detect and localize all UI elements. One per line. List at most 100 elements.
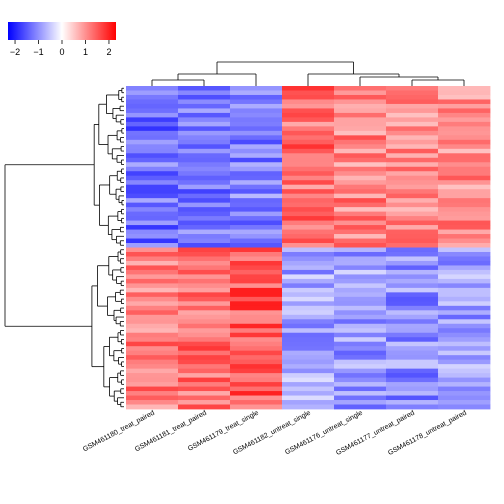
heatmap-cell — [334, 180, 387, 186]
heatmap-cell — [178, 386, 231, 392]
heatmap-cell — [438, 135, 491, 141]
heatmap-cell — [438, 144, 491, 150]
heatmap-cell — [126, 211, 179, 217]
heatmap-cell — [386, 166, 439, 172]
heatmap-cell — [126, 355, 179, 361]
legend-tick-label: 2 — [106, 47, 111, 57]
heatmap-cell — [126, 243, 179, 248]
heatmap-cell — [282, 305, 335, 311]
heatmap-cell — [334, 175, 387, 181]
heatmap-cell — [126, 256, 179, 262]
heatmap-cell — [438, 400, 491, 405]
heatmap-cell — [126, 350, 179, 356]
heatmap-cell — [230, 350, 283, 356]
heatmap-cell — [438, 234, 491, 239]
heatmap-cell — [282, 350, 335, 356]
heatmap-cell — [230, 220, 283, 226]
heatmap-cell — [386, 162, 439, 168]
heatmap-cell — [386, 377, 439, 383]
heatmap-cell — [178, 247, 231, 253]
heatmap-cell — [438, 94, 491, 100]
heatmap-cell — [438, 337, 491, 343]
heatmap-cell — [230, 391, 283, 396]
heatmap-cell — [178, 310, 231, 316]
column-labels: GSM461180_treat_pairedGSM461181_treat_pa… — [82, 410, 468, 457]
heatmap-cell — [386, 153, 439, 159]
heatmap-cell — [230, 198, 283, 204]
heatmap-cell — [230, 404, 283, 410]
heatmap-cell — [334, 153, 387, 159]
heatmap-cell — [230, 269, 283, 275]
heatmap-cell — [230, 243, 283, 248]
heatmap-cell — [230, 130, 283, 136]
heatmap-cell — [438, 229, 491, 235]
heatmap-cell — [230, 225, 283, 230]
heatmap-cell — [386, 130, 439, 136]
heatmap-cell — [386, 238, 439, 244]
heatmap-cell — [282, 404, 335, 410]
heatmap-cell — [126, 269, 179, 275]
heatmap-cell — [438, 382, 491, 387]
heatmap-cell — [334, 198, 387, 204]
heatmap-cell — [230, 368, 283, 374]
heatmap-cell — [282, 225, 335, 230]
heatmap-cell — [230, 94, 283, 100]
heatmap-cell — [126, 305, 179, 311]
heatmap-cell — [334, 373, 387, 378]
heatmap-cell — [178, 94, 231, 100]
heatmap-cell — [178, 157, 231, 163]
heatmap-cell — [334, 395, 387, 401]
heatmap-cell — [178, 278, 231, 284]
heatmap-cell — [386, 319, 439, 325]
heatmap-cell — [126, 391, 179, 396]
heatmap-cell — [438, 301, 491, 307]
heatmap-cell — [126, 234, 179, 239]
heatmap-cell — [126, 117, 179, 123]
heatmap-cell — [282, 377, 335, 383]
heatmap-cell — [126, 198, 179, 204]
heatmap-cell — [178, 198, 231, 204]
heatmap-cell — [282, 346, 335, 352]
heatmap-cell — [230, 90, 283, 96]
heatmap-cell — [282, 86, 335, 91]
heatmap-cell — [230, 166, 283, 172]
heatmap-cell — [230, 377, 283, 383]
heatmap-cell — [126, 121, 179, 127]
heatmap-cell — [282, 189, 335, 195]
heatmap-cell — [282, 314, 335, 320]
heatmap-cell — [334, 296, 387, 302]
heatmap-cell — [386, 310, 439, 316]
heatmap-cell — [386, 198, 439, 204]
heatmap-cell — [334, 337, 387, 343]
heatmap-cell — [126, 130, 179, 136]
heatmap-cell — [334, 234, 387, 239]
legend-tick-label: 0 — [59, 47, 64, 57]
heatmap-cell — [126, 247, 179, 253]
heatmap-cell — [334, 225, 387, 230]
heatmap-cell — [334, 211, 387, 217]
heatmap-cell — [230, 314, 283, 320]
heatmap-cell — [282, 130, 335, 136]
heatmap-cell — [230, 229, 283, 235]
heatmap-cell — [386, 148, 439, 154]
heatmap-cell — [178, 377, 231, 383]
heatmap-cell — [282, 157, 335, 163]
heatmap-cell — [282, 144, 335, 150]
heatmap-cell — [282, 238, 335, 244]
heatmap-cell — [230, 364, 283, 370]
heatmap-cell — [126, 287, 179, 293]
heatmap-cell — [126, 153, 179, 159]
heatmap-cell — [438, 260, 491, 266]
heatmap-cell — [178, 135, 231, 141]
heatmap-cell — [282, 220, 335, 226]
heatmap-cell — [334, 112, 387, 118]
heatmap-cell — [334, 126, 387, 132]
heatmap-cell — [438, 346, 491, 352]
heatmap-cell — [126, 166, 179, 172]
heatmap-cell — [282, 319, 335, 325]
heatmap-cell — [178, 373, 231, 378]
heatmap-cell — [438, 283, 491, 289]
heatmap-cell — [230, 148, 283, 154]
heatmap-cell — [438, 153, 491, 159]
